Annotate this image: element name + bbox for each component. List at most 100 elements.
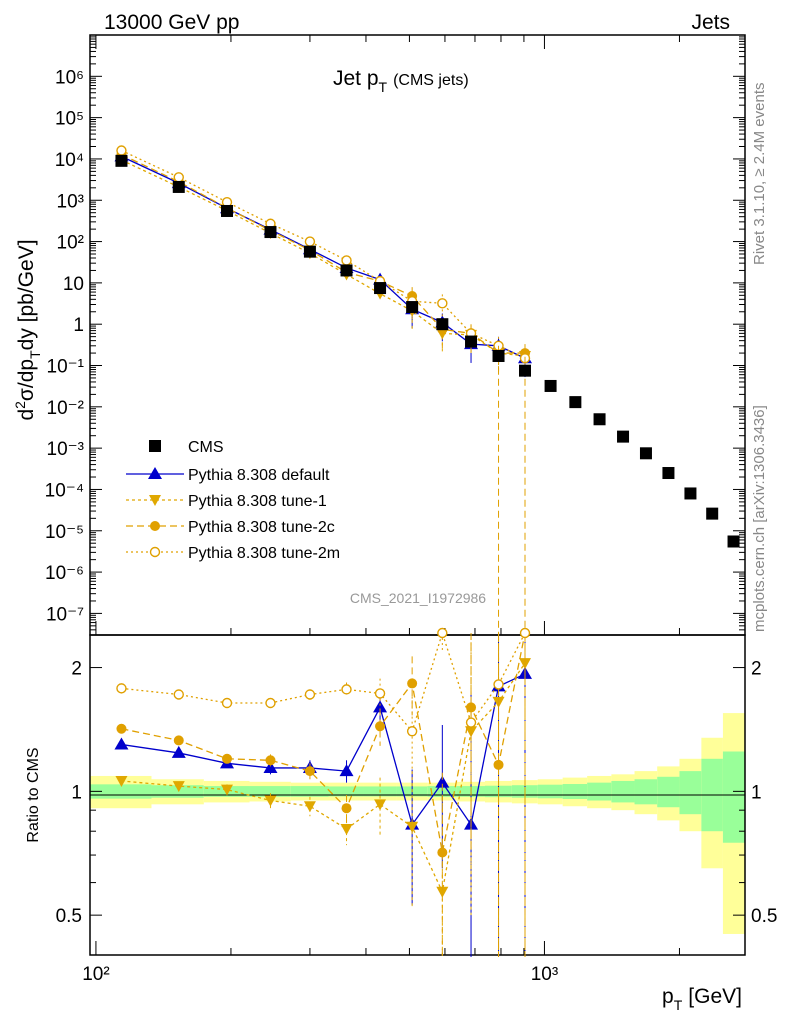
data-point	[173, 689, 184, 700]
data-point	[374, 282, 387, 295]
y-tick-label: 10²	[57, 233, 84, 254]
series-line	[121, 673, 526, 827]
ratio-series	[114, 627, 533, 957]
data-point	[437, 847, 448, 858]
data-point	[406, 301, 419, 314]
series-line	[121, 630, 526, 733]
data-point	[173, 172, 184, 183]
data-point	[639, 447, 652, 460]
data-point	[374, 688, 386, 699]
data-point	[172, 180, 185, 193]
legend-label: Pythia 8.308 tune-2m	[188, 545, 340, 562]
data-point	[221, 204, 234, 217]
analysis-label: Jets	[691, 11, 730, 34]
y-tick-label: 10⁻¹	[47, 357, 85, 378]
data-point	[684, 487, 697, 500]
data-point	[222, 753, 233, 764]
data-point	[115, 154, 128, 167]
mcplots-label: mcplots.cern.ch [arXiv:1306.3436]	[751, 405, 768, 632]
data-point	[172, 781, 185, 793]
ratio-band-inner	[537, 784, 563, 799]
data-point	[339, 764, 354, 777]
legend: CMS Pythia 8.308 default Pythia 8.308 tune…	[126, 439, 340, 562]
data-point	[116, 723, 127, 734]
series-line	[121, 149, 526, 359]
y-tick-label: 10⁻⁵	[45, 522, 84, 543]
data-point	[171, 745, 186, 758]
plot-title: Jet pT (CMS jets)	[333, 67, 469, 95]
ratio-band-inner	[679, 771, 702, 815]
series-line	[121, 632, 526, 853]
data-point	[265, 697, 276, 709]
data-point	[493, 679, 504, 690]
y-tick-label: 10⁻⁴	[45, 480, 84, 501]
ratio-y-tick-label: 2	[751, 659, 762, 680]
ratio-band-inner	[328, 786, 364, 797]
data-point	[374, 799, 387, 811]
data-point	[727, 535, 740, 548]
series-line	[121, 662, 526, 894]
y-tick-label: 10⁻⁷	[46, 604, 84, 625]
data-point	[303, 245, 316, 258]
data-point	[569, 396, 582, 409]
legend-marker	[150, 521, 160, 531]
y-tick-label: 10⁻⁶	[45, 563, 84, 584]
ratio-y-tick-label: 0.5	[56, 906, 82, 927]
y-axis-title: d2σ/dpTdy [pb/GeV]	[12, 239, 43, 420]
ratio-band-inner	[249, 786, 291, 797]
data-point	[373, 700, 388, 713]
data-point	[340, 264, 353, 277]
x-axis-title: pT [GeV]	[662, 985, 742, 1013]
data-point	[437, 298, 448, 309]
y-tick-label: 10³	[57, 191, 84, 212]
legend-label: Pythia 8.308 default	[188, 467, 330, 484]
ratio-y-axis-title: Ratio to CMS	[25, 747, 42, 842]
data-point	[407, 678, 418, 689]
data-point	[173, 735, 184, 746]
data-point	[465, 726, 478, 738]
data-point	[264, 226, 277, 239]
ratio-band-inner	[634, 779, 658, 805]
ratio-bands	[90, 713, 745, 934]
data-point	[264, 795, 277, 807]
data-point	[435, 775, 450, 788]
y-tick-label: 10⁻³	[47, 439, 85, 460]
ratio-band-inner	[290, 786, 329, 797]
legend-marker	[149, 495, 161, 506]
ratio-y-tick-label: 2	[71, 659, 82, 680]
data-point	[341, 684, 352, 695]
data-point	[116, 683, 127, 694]
watermark: CMS_2021_I1972986	[350, 590, 486, 606]
legend-marker	[149, 440, 161, 452]
y-tick-label: 10	[63, 274, 84, 295]
data-point	[114, 737, 129, 750]
data-point	[406, 726, 418, 737]
series-line	[121, 159, 526, 357]
ratio-band-inner	[657, 776, 680, 808]
data-point	[304, 689, 316, 700]
y-tick-label: 10⁴	[55, 150, 84, 171]
data-point	[304, 766, 315, 777]
ratio-band-inner	[722, 751, 745, 843]
rivet-label: Rivet 3.1.10, ≥ 2.4M events	[751, 83, 768, 266]
legend-label: CMS	[188, 439, 224, 456]
data-point	[341, 803, 352, 814]
ratio-band-inner	[611, 780, 635, 803]
main-panel-grid: 10⁻⁷ 10⁻⁶ 10⁻⁵ 10⁻⁴ 10⁻³ 10⁻² 10⁻¹ 1 10 10² 10³ 10⁴…	[45, 35, 745, 985]
data-point	[303, 801, 316, 813]
data-point	[662, 467, 675, 480]
data-point	[304, 236, 316, 247]
data-point	[544, 379, 557, 392]
x-tick-label: 10³	[531, 964, 558, 985]
data-point	[116, 145, 127, 156]
ratio-panel-grid: 0.5 0.5 1 1 2 2	[56, 659, 778, 928]
collision-label: 13000 GeV pp	[104, 11, 239, 34]
ratio-band-inner	[587, 782, 612, 801]
ratio-panel-frame	[89, 634, 746, 956]
data-point	[221, 784, 234, 796]
data-point	[617, 430, 630, 443]
x-tick-label: 10²	[82, 964, 109, 985]
data-point	[265, 755, 276, 766]
data-point	[115, 775, 128, 787]
